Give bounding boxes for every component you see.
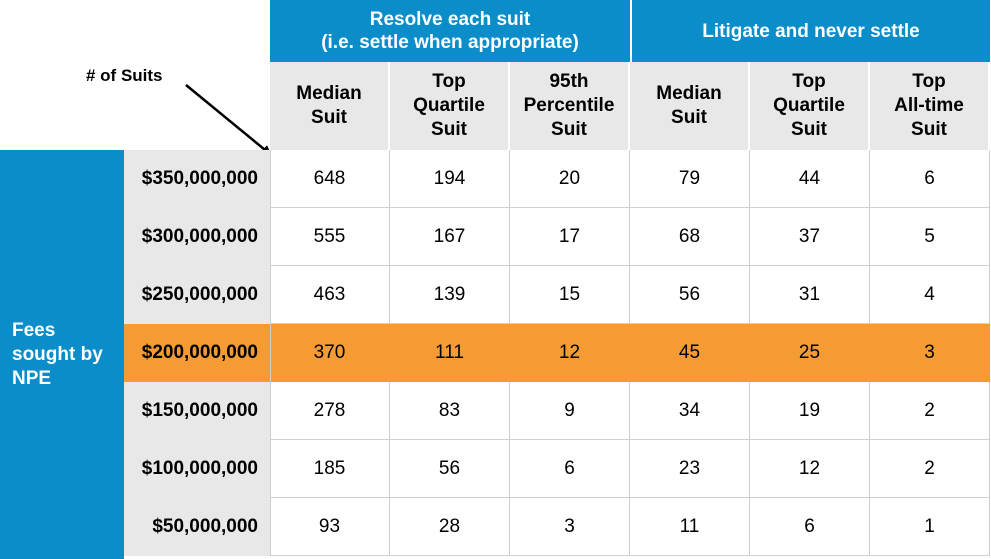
row-label: $350,000,000 [124, 150, 270, 208]
table-cell: 1 [870, 498, 990, 556]
table-cell: 19 [750, 382, 870, 440]
table-cell: 6 [750, 498, 870, 556]
annotation-arrow-line [186, 85, 270, 154]
row-label: $200,000,000 [124, 324, 270, 382]
table-cell: 83 [390, 382, 510, 440]
column-header-3: 95thPercentileSuit [510, 62, 630, 150]
table-cell: 11 [630, 498, 750, 556]
group-header-1: Resolve each suit(i.e. settle when appro… [270, 0, 630, 62]
table-cell: 463 [270, 266, 390, 324]
table-cell: 79 [630, 150, 750, 208]
table-cell: 5 [870, 208, 990, 266]
table-cell: 17 [510, 208, 630, 266]
table-cell: 23 [630, 440, 750, 498]
table-cell: 6 [870, 150, 990, 208]
table-cell: 648 [270, 150, 390, 208]
table-cell: 68 [630, 208, 750, 266]
table-cell: 167 [390, 208, 510, 266]
table-cell: 25 [750, 324, 870, 382]
row-label: $300,000,000 [124, 208, 270, 266]
table-cell: 4 [870, 266, 990, 324]
table-cell: 44 [750, 150, 870, 208]
column-header-4: MedianSuit [630, 62, 750, 150]
column-header-1: MedianSuit [270, 62, 390, 150]
table-cell: 31 [750, 266, 870, 324]
column-header-2: TopQuartileSuit [390, 62, 510, 150]
table-cell: 185 [270, 440, 390, 498]
table-left-border [270, 150, 271, 556]
table-cell: 555 [270, 208, 390, 266]
table-cell: 111 [390, 324, 510, 382]
row-label: $250,000,000 [124, 266, 270, 324]
table-cell: 93 [270, 498, 390, 556]
table-cell: 2 [870, 382, 990, 440]
row-label: $100,000,000 [124, 440, 270, 498]
table-cell: 9 [510, 382, 630, 440]
table-cell: 34 [630, 382, 750, 440]
column-header-5: TopQuartileSuit [750, 62, 870, 150]
table-cell: 3 [510, 498, 630, 556]
table-cell: 15 [510, 266, 630, 324]
table-cell: 3 [870, 324, 990, 382]
table-cell: 45 [630, 324, 750, 382]
table-cell: 56 [390, 440, 510, 498]
table-cell: 6 [510, 440, 630, 498]
row-axis-label: Feessought byNPE [0, 150, 124, 559]
table-cell: 20 [510, 150, 630, 208]
table-cell: 278 [270, 382, 390, 440]
row-label: $50,000,000 [124, 498, 270, 556]
table-cell: 139 [390, 266, 510, 324]
table-cell: 370 [270, 324, 390, 382]
table-cell: 37 [750, 208, 870, 266]
table-cell: 28 [390, 498, 510, 556]
group-header-2: Litigate and never settle [632, 0, 990, 62]
table-cell: 12 [510, 324, 630, 382]
column-header-6: TopAll-timeSuit [870, 62, 990, 150]
table-cell: 56 [630, 266, 750, 324]
table-cell: 194 [390, 150, 510, 208]
table-cell: 2 [870, 440, 990, 498]
row-label: $150,000,000 [124, 382, 270, 440]
table-cell: 12 [750, 440, 870, 498]
